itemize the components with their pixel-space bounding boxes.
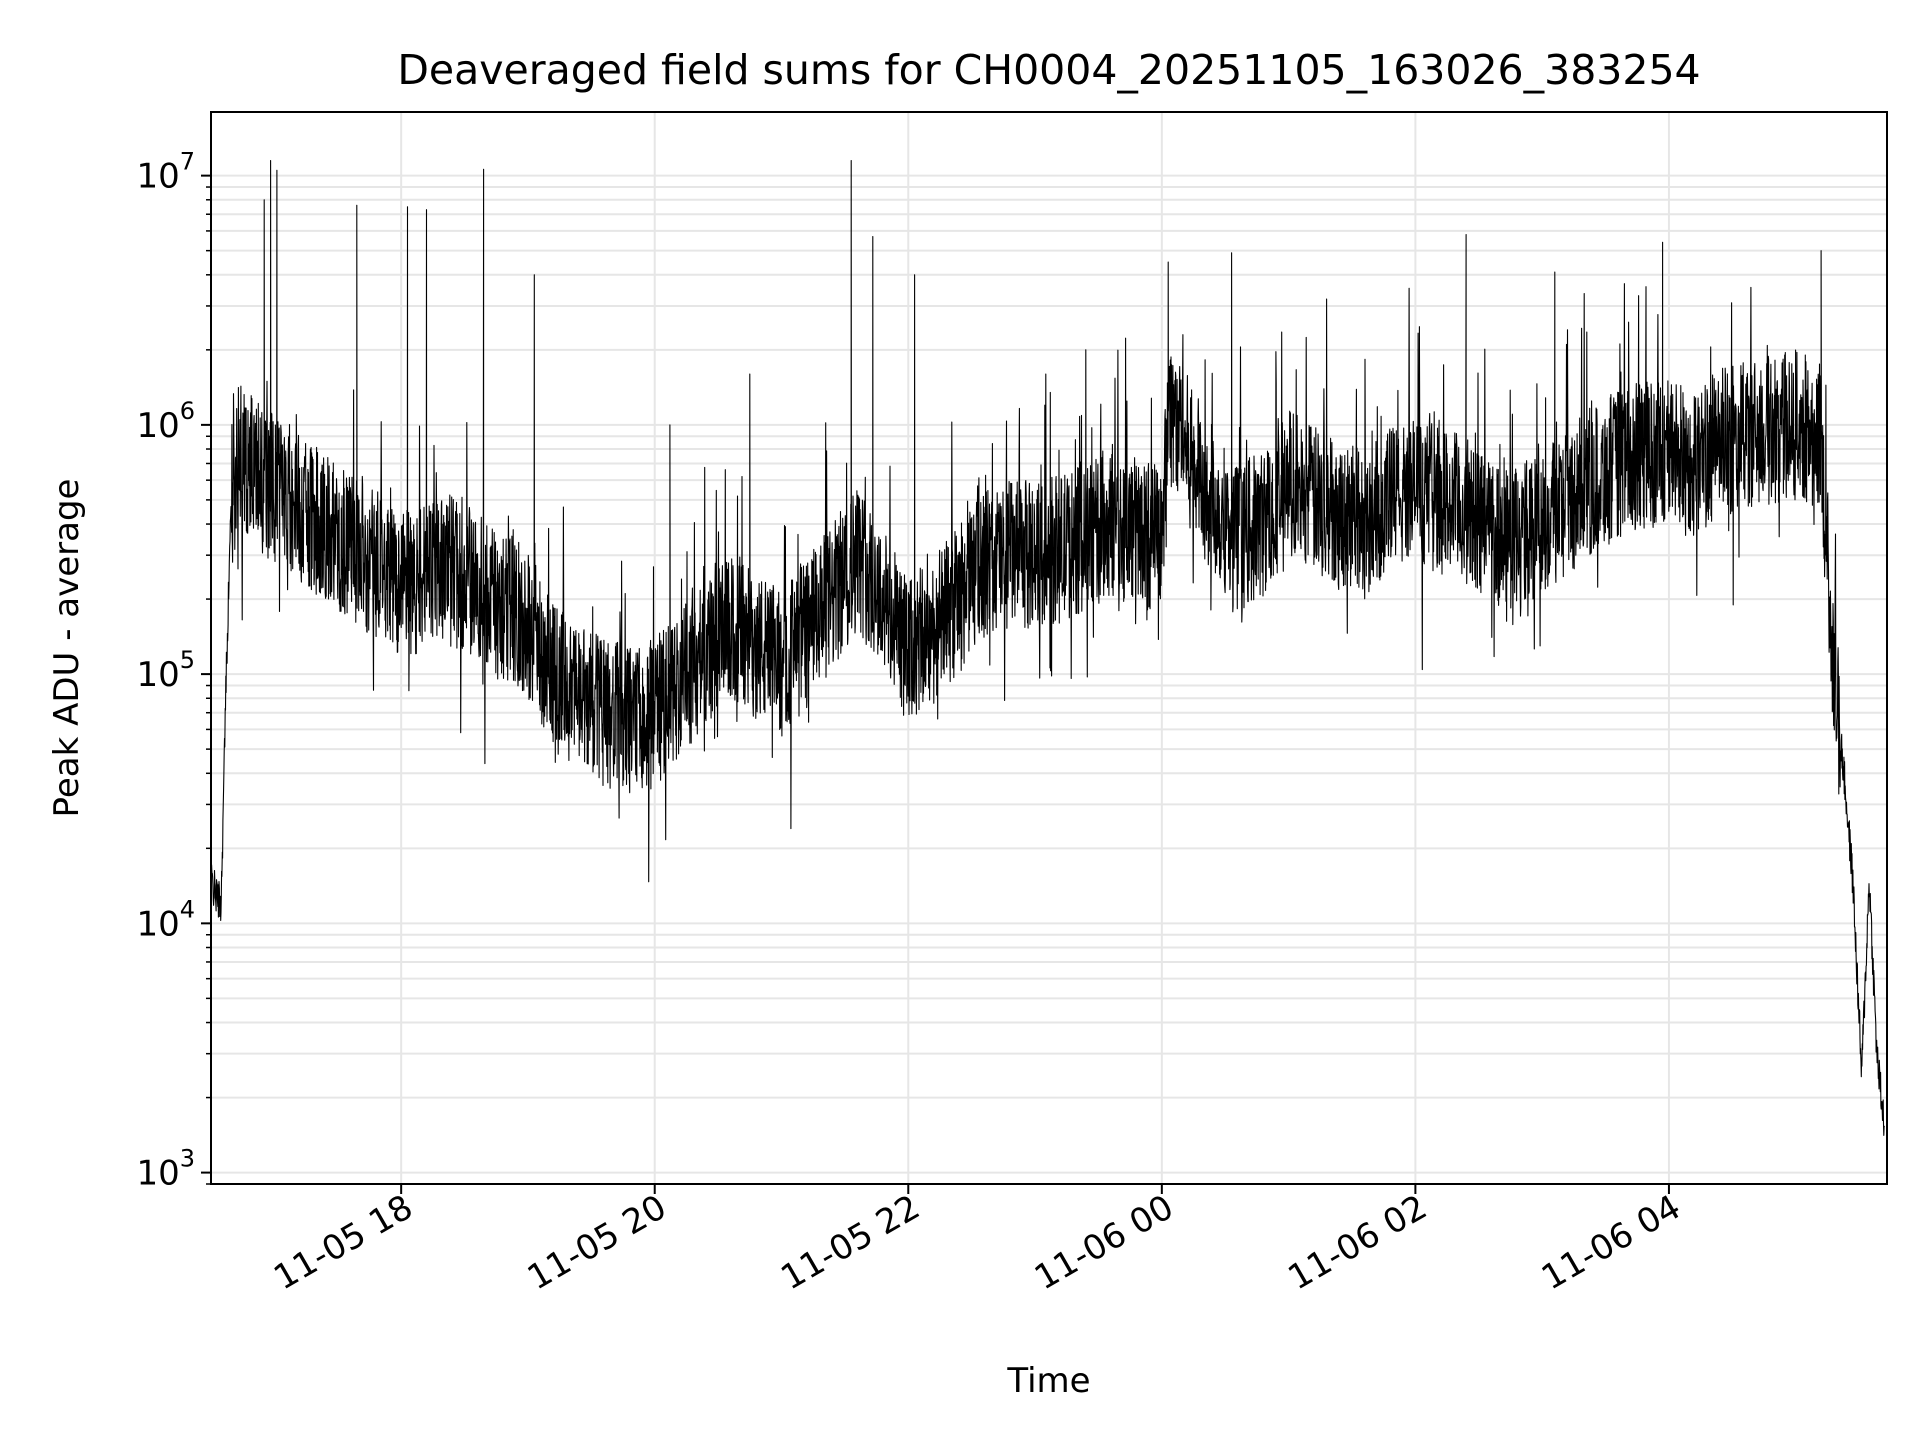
y-axis-label: Peak ADU - average [47, 479, 87, 818]
y-tick-label: 106 [136, 397, 195, 446]
y-tick-label: 103 [136, 1145, 195, 1194]
series-line [210, 159, 1885, 1136]
x-axis-label: Time [1006, 1361, 1090, 1401]
plot-frame [210, 111, 1888, 1185]
y-tick-label: 107 [136, 148, 195, 197]
y-tick-label: 105 [136, 646, 195, 695]
chart-title: Deaveraged field sums for CH0004_2025110… [397, 46, 1700, 94]
series-layer [210, 159, 1885, 1136]
y-tick-label: 104 [136, 895, 195, 944]
